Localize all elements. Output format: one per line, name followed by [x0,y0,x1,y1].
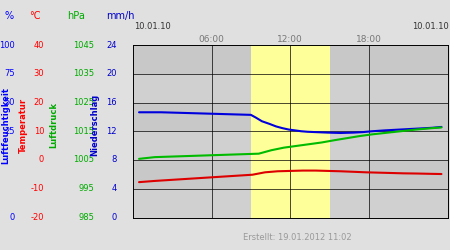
Text: mm/h: mm/h [106,11,134,21]
Text: 30: 30 [33,69,44,78]
Text: 100: 100 [0,40,15,50]
Text: 75: 75 [4,69,15,78]
Text: 25: 25 [4,127,15,136]
Text: 8: 8 [112,156,117,164]
Text: 16: 16 [106,98,117,107]
Bar [133,74,448,102]
Text: hPa: hPa [68,11,86,21]
Text: Luftdruck: Luftdruck [50,102,58,148]
Text: Luftfeuchtigkeit: Luftfeuchtigkeit [1,86,10,164]
Text: 1005: 1005 [73,156,94,164]
Bar [133,102,448,131]
Text: 50: 50 [4,98,15,107]
Text: 1025: 1025 [73,98,94,107]
Text: Temperatur: Temperatur [19,98,28,152]
Bar [133,160,448,189]
Text: 1015: 1015 [73,127,94,136]
Text: 20: 20 [34,98,44,107]
Text: Erstellt: 19.01.2012 11:02: Erstellt: 19.01.2012 11:02 [243,234,351,242]
Text: °C: °C [29,11,41,21]
Text: 20: 20 [107,69,117,78]
Text: 40: 40 [34,40,44,50]
Text: 10: 10 [34,127,44,136]
Text: Niederschlag: Niederschlag [90,94,99,156]
Text: 12: 12 [107,127,117,136]
Text: 10.01.10: 10.01.10 [134,22,171,31]
Text: 24: 24 [107,40,117,50]
Text: %: % [4,11,13,21]
Bar [133,189,448,218]
Text: 995: 995 [79,184,94,193]
Text: 4: 4 [112,184,117,193]
Text: 985: 985 [79,213,94,222]
Text: 0: 0 [9,213,15,222]
Text: 10.01.10: 10.01.10 [412,22,449,31]
Text: 1035: 1035 [73,69,94,78]
Text: 1045: 1045 [73,40,94,50]
Bar [251,45,330,218]
Text: -20: -20 [31,213,44,222]
Bar [133,131,448,160]
Text: -10: -10 [31,184,44,193]
Bar [133,45,448,74]
Text: 0: 0 [39,156,44,164]
Text: 0: 0 [112,213,117,222]
